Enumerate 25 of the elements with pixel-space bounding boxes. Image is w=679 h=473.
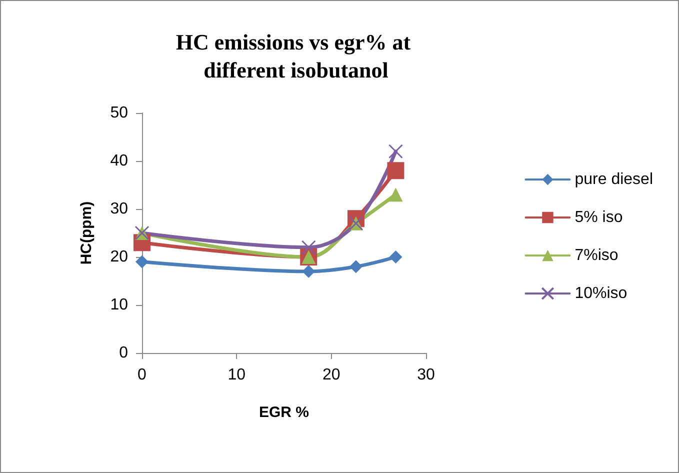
legend-label: 7%iso — [574, 247, 618, 264]
point — [136, 255, 148, 268]
x-tick-label: 30 — [417, 366, 435, 384]
x-tick-label: 10 — [228, 366, 246, 384]
legend-label: pure diesel — [574, 171, 654, 188]
legend-label: 5% iso — [574, 209, 623, 226]
y-tick-label: 50 — [110, 104, 128, 122]
chart-title: HC emissions vs egr% at different isobutanol — [176, 30, 416, 82]
point — [388, 144, 403, 159]
y-tick-label: 0 — [119, 344, 128, 362]
y-tick-label: 40 — [110, 152, 128, 170]
y-tick-label: 10 — [110, 296, 128, 314]
x-axis-title: EGR % — [258, 404, 310, 421]
point — [301, 240, 316, 255]
x-tick-label: 0 — [138, 366, 147, 384]
point — [387, 162, 404, 180]
point — [389, 250, 402, 264]
point — [302, 264, 316, 278]
point — [388, 188, 403, 202]
y-tick-label: 20 — [110, 248, 128, 266]
legend-label: 10%iso — [574, 285, 628, 302]
point — [349, 260, 362, 274]
y-axis-title: HC(ppm) — [78, 201, 95, 265]
x-tick-label: 20 — [322, 366, 340, 384]
y-tick-label: 30 — [110, 200, 128, 218]
